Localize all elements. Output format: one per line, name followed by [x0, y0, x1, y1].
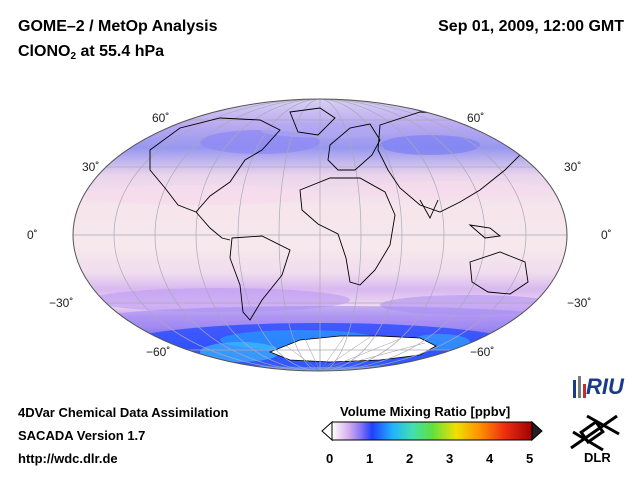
colorbar-min-arrow [321, 420, 333, 442]
colorbar-tick-3: 3 [446, 451, 454, 466]
antarctica-meridians [284, 335, 426, 371]
colorbar-tick-2: 2 [406, 451, 414, 466]
graticule [73, 99, 567, 371]
north-america-outline [149, 117, 281, 213]
lat-label-60n-left: 60˚ [152, 111, 170, 125]
lat-label-30s-right: −30˚ [567, 296, 592, 310]
australia-outline [469, 251, 529, 295]
riu-logo: RIU [568, 372, 630, 402]
lat-label-60s-right: −60˚ [470, 345, 495, 359]
colorbar-tick-4: 4 [486, 451, 494, 466]
europe-outline [327, 123, 381, 171]
footer-line-2: SACADA Version 1.7 [18, 428, 146, 443]
new-zealand-outline [537, 299, 545, 317]
dlr-logo-icon [570, 414, 620, 452]
riu-emblem-icon [573, 376, 586, 398]
colorbar-tick-5: 5 [526, 451, 534, 466]
species-subscript: 2 [70, 51, 77, 62]
lat-label-60n-right: 60˚ [467, 111, 485, 125]
colorbar-max-arrow [531, 420, 543, 442]
lat-label-30s-left: −30˚ [49, 296, 74, 310]
lat-label-eq-left: 0˚ [27, 228, 38, 242]
globe-outline [72, 98, 568, 372]
colorbar-tick-0: 0 [326, 451, 334, 466]
colorbar-title: Volume Mixing Ratio [ppbv] [340, 404, 511, 419]
species-level-title: ClONO2 at 55.4 hPa [18, 43, 164, 62]
footer-link[interactable]: http://wdc.dlr.de [18, 451, 118, 466]
colorbar-tick-1: 1 [366, 451, 374, 466]
greenland-outline [289, 107, 336, 136]
lat-label-30n-right: 30˚ [564, 160, 582, 174]
colorbar [321, 420, 543, 442]
riu-logo-text: RIU [586, 374, 624, 399]
lat-label-eq-right: 0˚ [601, 228, 612, 242]
colorbar-gradient [331, 421, 533, 441]
lat-label-60s-left: −60˚ [146, 345, 171, 359]
lat-label-30n-left: 30˚ [82, 160, 100, 174]
central-america-outline [195, 211, 231, 241]
analysis-datetime: Sep 01, 2009, 12:00 GMT [438, 18, 624, 35]
footer-line-1: 4DVar Chemical Data Assimilation [18, 405, 229, 420]
analysis-title: GOME–2 / MetOp Analysis [18, 18, 218, 35]
south-america-outline [229, 235, 291, 321]
africa-outline [299, 177, 396, 286]
species-name: ClONO [18, 43, 71, 60]
dlr-logo-text: DLR [584, 450, 611, 465]
india-outline [419, 199, 439, 220]
species-level: at 55.4 hPa [76, 43, 165, 60]
coastlines [149, 107, 545, 321]
indonesia-outline [468, 224, 502, 239]
globe-field [73, 99, 567, 371]
